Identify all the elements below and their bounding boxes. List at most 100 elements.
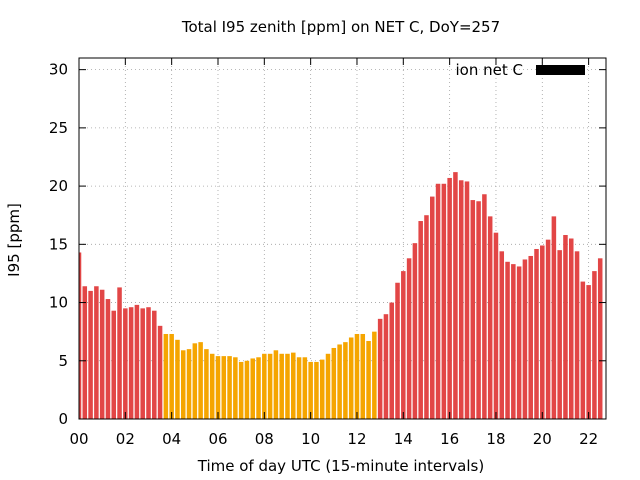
bar — [233, 357, 238, 419]
bar — [505, 261, 510, 419]
bar — [568, 238, 574, 419]
bar — [267, 353, 273, 419]
legend-swatch — [536, 65, 585, 75]
bar — [343, 342, 348, 419]
bar — [291, 352, 296, 419]
y-tick-label: 30 — [49, 61, 68, 79]
bar — [418, 221, 423, 419]
bar — [447, 177, 452, 419]
bar — [366, 340, 371, 419]
bar — [574, 251, 580, 419]
bar — [493, 232, 499, 419]
x-tick-label: 06 — [208, 430, 227, 448]
y-tick-label: 0 — [58, 410, 68, 428]
bar — [140, 308, 145, 419]
y-tick-label: 10 — [49, 294, 68, 312]
bar — [412, 243, 418, 419]
bar — [389, 302, 394, 419]
y-tick-label: 25 — [49, 119, 68, 137]
bar — [285, 353, 290, 419]
bar — [117, 287, 122, 419]
bar — [123, 308, 128, 419]
bar — [592, 271, 597, 419]
bar — [88, 290, 93, 419]
bar — [406, 258, 412, 419]
bar — [192, 343, 198, 419]
bar — [180, 350, 186, 419]
bar — [331, 347, 337, 419]
x-tick-label: 02 — [116, 430, 135, 448]
bar — [163, 333, 169, 419]
bar — [221, 356, 227, 419]
bar — [401, 271, 406, 419]
bar — [175, 339, 180, 419]
bar — [458, 180, 464, 419]
chart-title: Total I95 zenith [ppm] on NET C, DoY=257 — [181, 18, 500, 36]
bar — [597, 258, 603, 419]
x-tick-label: 08 — [255, 430, 274, 448]
bar — [348, 337, 354, 419]
bar — [528, 255, 533, 419]
bar — [262, 353, 267, 419]
bar — [169, 333, 174, 419]
x-tick-label: 12 — [347, 430, 366, 448]
bar — [314, 361, 319, 419]
bar — [372, 331, 377, 419]
bar — [540, 245, 545, 419]
legend: ion net C — [456, 61, 585, 79]
bar — [273, 350, 279, 419]
bar — [424, 215, 429, 419]
bar — [325, 353, 331, 419]
bar — [377, 318, 383, 419]
bar — [146, 307, 151, 419]
bar — [551, 216, 557, 419]
bar — [354, 333, 360, 419]
bar — [580, 281, 586, 419]
bar — [487, 216, 493, 419]
bar — [499, 251, 505, 419]
bar — [545, 239, 551, 419]
y-axis-ticks: 0 5 10 15 20 25 30 — [49, 61, 606, 428]
x-tick-label: 10 — [301, 430, 320, 448]
bar — [308, 361, 313, 419]
x-axis-ticks: 00 02 04 06 08 10 12 14 16 18 20 22 — [69, 58, 598, 448]
bar — [238, 361, 244, 419]
bar — [319, 359, 325, 419]
bar — [250, 358, 255, 419]
bar — [453, 172, 458, 419]
bar — [79, 252, 82, 419]
y-tick-label: 5 — [58, 352, 68, 370]
bar — [470, 200, 476, 419]
bar — [82, 286, 88, 419]
bar — [464, 181, 470, 419]
bar — [204, 349, 209, 419]
bar — [482, 194, 487, 419]
bar — [134, 304, 140, 419]
bar — [395, 282, 400, 419]
y-axis-label: I95 [ppm] — [5, 203, 23, 277]
bar — [209, 353, 215, 419]
x-tick-label: 00 — [69, 430, 88, 448]
bar — [296, 357, 302, 419]
bar — [105, 299, 111, 419]
bar — [516, 266, 522, 419]
bar — [256, 357, 261, 419]
bar — [337, 344, 342, 419]
legend-label: ion net C — [456, 61, 523, 79]
y-tick-label: 20 — [49, 177, 68, 195]
bar — [279, 353, 284, 419]
x-tick-label: 04 — [162, 430, 181, 448]
bar — [522, 259, 528, 419]
bar — [383, 314, 389, 419]
bar — [198, 342, 203, 419]
bar — [476, 201, 481, 419]
bar — [111, 310, 117, 419]
bar — [186, 349, 192, 419]
bar — [435, 183, 441, 419]
bar — [557, 250, 562, 419]
y-tick-label: 15 — [49, 235, 68, 253]
bars — [79, 172, 603, 419]
bar — [128, 307, 134, 419]
bar — [244, 360, 250, 419]
